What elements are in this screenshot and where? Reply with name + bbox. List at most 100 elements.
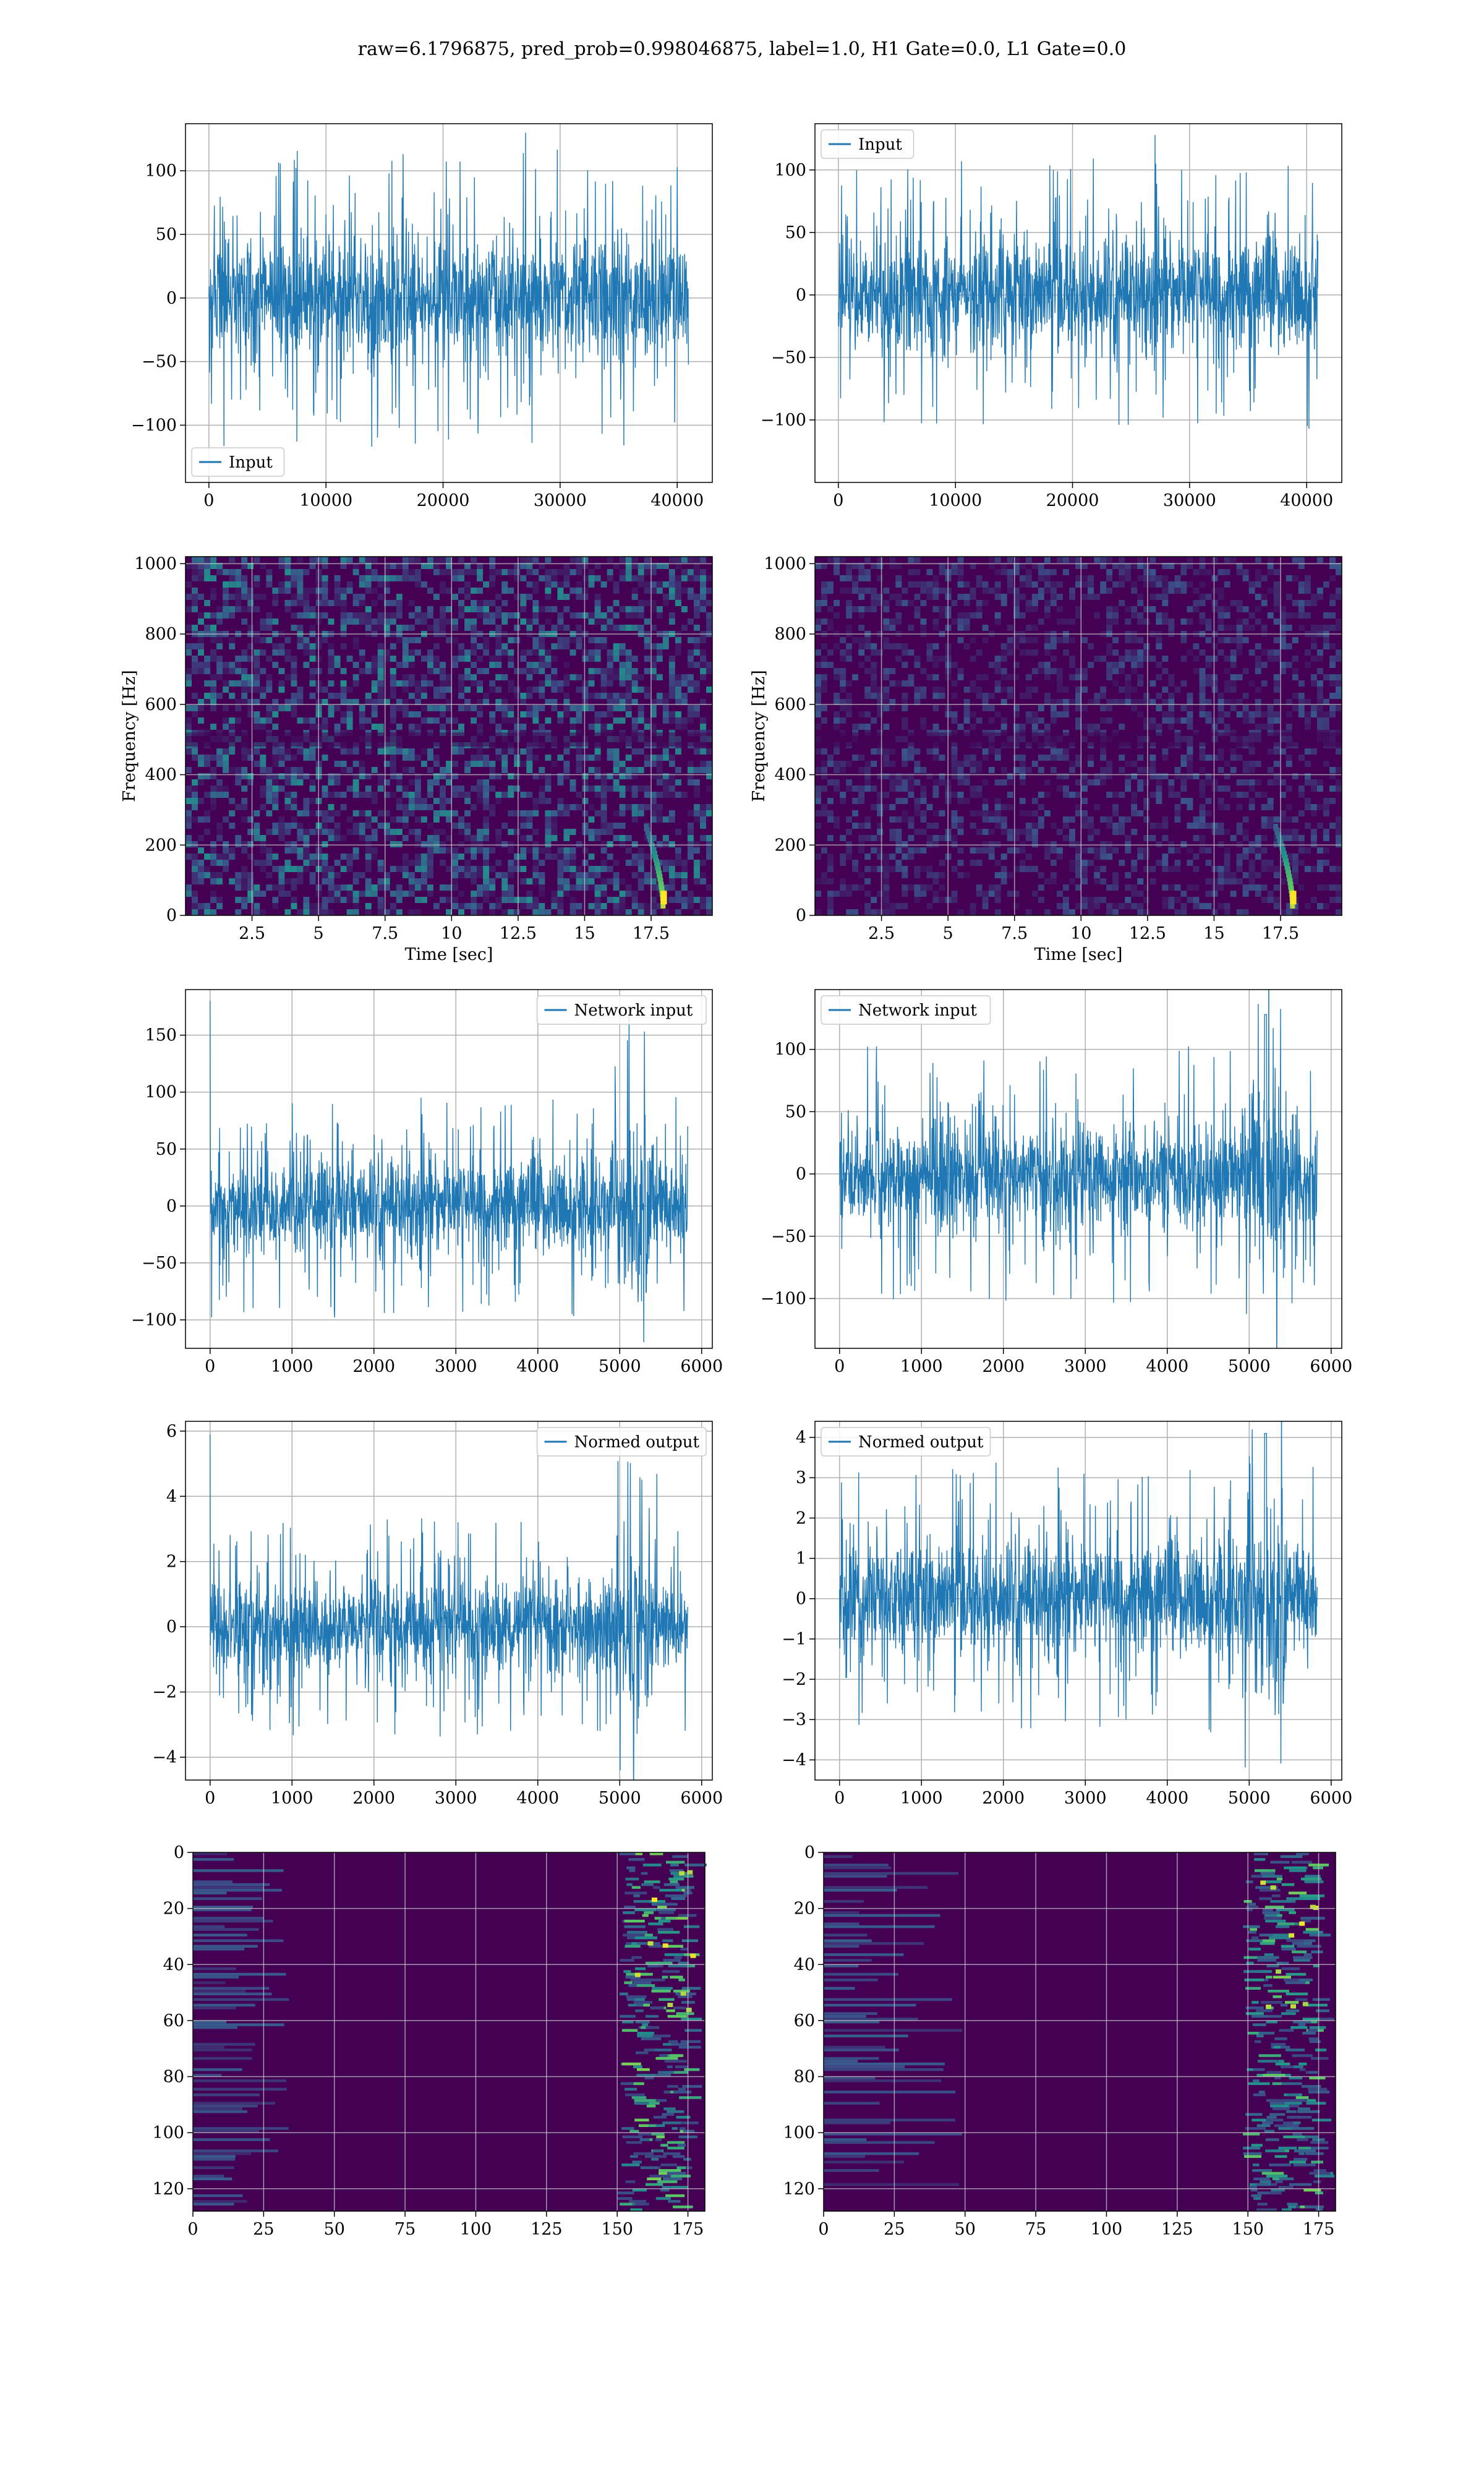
spectrogram-cell <box>700 588 706 594</box>
spectrogram-cell <box>1329 594 1336 600</box>
spectrogram-cell <box>1304 823 1311 829</box>
spectrogram-cell <box>563 699 570 705</box>
spectrogram-cell <box>514 612 521 618</box>
spectrogram-cell <box>235 668 242 674</box>
spectrogram-cell <box>638 810 644 816</box>
spectrogram-cell <box>1069 816 1075 823</box>
spectrogram-cell <box>883 878 890 884</box>
spectrogram-cell <box>650 643 657 649</box>
spectrogram-cell <box>706 854 712 860</box>
spectrogram-cell <box>464 649 471 656</box>
spectrogram-cell <box>644 693 650 699</box>
spectrogram-cell <box>1013 724 1020 730</box>
spectrogram-cell <box>1038 816 1044 823</box>
spectrogram-cell <box>1255 575 1261 581</box>
spectrogram-cell <box>377 668 384 674</box>
spectrogram-cell <box>532 643 539 649</box>
spectrogram-cell <box>489 804 496 810</box>
spectrogram-cell <box>1310 594 1317 600</box>
spectrogram-cell <box>266 854 273 860</box>
spectrogram-cell <box>414 557 421 563</box>
spectrogram-cell <box>309 649 316 656</box>
spectrogram-cell <box>951 563 958 569</box>
spectrogram-cell <box>957 625 964 631</box>
spectrogram-cell <box>1156 705 1162 711</box>
spectrogram-cell <box>1217 625 1224 631</box>
spectrogram-cell <box>1050 748 1057 755</box>
spectrogram-cell <box>1088 699 1094 705</box>
spectrogram-cell <box>1038 872 1044 878</box>
spectrogram-cell <box>1069 761 1075 767</box>
spectrogram-cell <box>1137 612 1144 618</box>
spectrogram-cell <box>638 575 644 581</box>
y-tick-label: 800 <box>145 625 177 644</box>
spectrogram-cell <box>864 761 871 767</box>
spectrogram-cell <box>600 878 607 884</box>
spectrogram-cell <box>1038 588 1044 594</box>
spectrogram-cell <box>390 575 396 581</box>
spectrogram-cell <box>619 810 626 816</box>
spectrogram-cell <box>1217 872 1224 878</box>
spectrogram-cell <box>433 557 440 563</box>
spectrogram-cell <box>309 588 316 594</box>
spectrogram-cell <box>675 581 681 588</box>
spectrogram-cell <box>914 866 921 872</box>
spectrogram-cell <box>241 767 248 773</box>
spectrogram-cell <box>1316 557 1323 563</box>
spectrogram-cell <box>1199 600 1206 606</box>
spectrogram-cell <box>1013 606 1020 612</box>
spectrogram-cell <box>920 792 927 798</box>
spectrogram-cell <box>526 581 533 588</box>
spectrogram-cell <box>871 606 877 612</box>
spectrogram-cell <box>464 823 471 829</box>
spectrogram-cell <box>914 581 921 588</box>
spectrogram-cell <box>1261 897 1268 903</box>
spectrogram-cell <box>613 674 620 680</box>
spectrogram-cell <box>427 705 433 711</box>
spectrogram-cell <box>895 829 902 835</box>
x-tick-label: 7.5 <box>1001 924 1028 943</box>
spectrogram-cell <box>551 680 558 687</box>
spectrogram-cell <box>1044 649 1051 656</box>
spectrogram-cell <box>902 755 908 761</box>
spectrogram-cell <box>1329 767 1336 773</box>
spectrogram-cell <box>520 792 527 798</box>
spectrogram-cell <box>526 810 533 816</box>
spectrogram-cell <box>638 854 644 860</box>
spectrogram-cell <box>827 891 834 897</box>
spectrogram-cell <box>192 878 198 884</box>
spectrogram-cell <box>600 680 607 687</box>
spectrogram-cell <box>390 866 396 872</box>
spectrogram-cell <box>1131 563 1138 569</box>
spectrogram-cell <box>1081 724 1088 730</box>
spectrogram-cell <box>322 588 328 594</box>
spectrogram-cell <box>383 810 390 816</box>
spectrogram-cell <box>334 662 341 668</box>
spectrogram-cell <box>1174 687 1181 693</box>
axes-frame <box>185 556 713 916</box>
spectrogram-cell <box>700 637 706 643</box>
spectrogram-cell <box>284 656 291 662</box>
spectrogram-cell <box>371 816 378 823</box>
spectrogram-cell <box>576 612 582 618</box>
spectrogram-cell <box>551 835 558 841</box>
spectrogram-cell <box>557 872 564 878</box>
spectrogram-cell <box>440 612 446 618</box>
spectrogram-cell <box>186 854 192 860</box>
spectrogram-cell <box>1143 798 1150 804</box>
spectrogram-cell <box>210 854 217 860</box>
spectrogram-cell <box>1119 575 1125 581</box>
spectrogram-cell <box>668 693 675 699</box>
spectrogram-cell <box>477 841 484 847</box>
spectrogram-cell <box>420 748 427 755</box>
spectrogram-cell <box>427 668 433 674</box>
y-tick-label: 0 <box>796 906 806 925</box>
spectrogram-cell <box>858 612 865 618</box>
spectrogram-cell <box>514 866 521 872</box>
spectrogram-cell <box>951 693 958 699</box>
spectrogram-cell <box>656 674 663 680</box>
spectrogram-cell <box>889 779 896 785</box>
spectrogram-cell <box>1013 643 1020 649</box>
spectrogram-cell <box>563 748 570 755</box>
spectrogram-cell <box>994 662 1001 668</box>
